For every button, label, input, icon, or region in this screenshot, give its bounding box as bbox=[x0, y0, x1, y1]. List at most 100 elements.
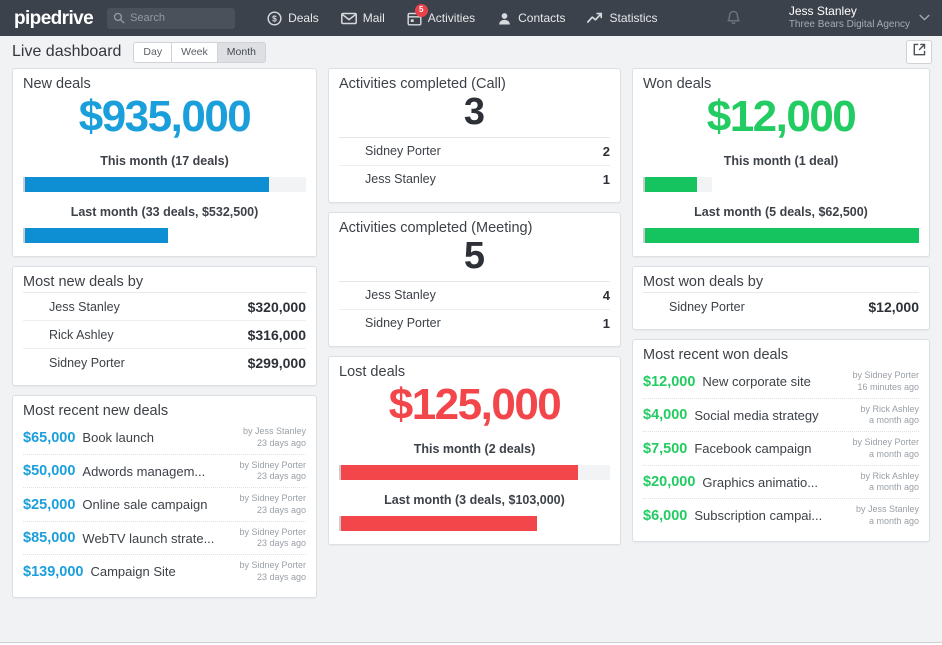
deal-amount: $20,000 bbox=[643, 474, 695, 490]
mail-envelope-icon bbox=[341, 12, 357, 25]
nav-links: $ Deals Mail 5 Activities bbox=[257, 7, 667, 30]
expand-external-link-icon bbox=[913, 43, 926, 61]
card-title: Won deals bbox=[643, 76, 919, 92]
list-item[interactable]: $139,000 Campaign Site by Sidney Porter … bbox=[23, 555, 306, 588]
search-input[interactable]: Search bbox=[107, 8, 235, 29]
people-list: Sidney Porter $12,000 bbox=[643, 292, 919, 320]
lost-deals-this-label: This month (2 deals) bbox=[339, 442, 610, 456]
range-week[interactable]: Week bbox=[172, 43, 218, 62]
range-day[interactable]: Day bbox=[134, 43, 172, 62]
deal-amount: $65,000 bbox=[23, 430, 75, 446]
deals-dollar-icon: $ bbox=[267, 11, 282, 26]
avatar bbox=[339, 170, 358, 189]
deal-meta: by Sidney Porter a month ago bbox=[852, 437, 919, 460]
person-value: $299,000 bbox=[248, 355, 306, 371]
person-name: Sidney Porter bbox=[365, 144, 595, 158]
deal-time: 23 days ago bbox=[239, 505, 306, 516]
deal-meta: by Sidney Porter 23 days ago bbox=[239, 560, 306, 583]
nav-item-mail[interactable]: Mail bbox=[331, 7, 395, 29]
list-item[interactable]: $65,000 Book launch by Jess Stanley 23 d… bbox=[23, 421, 306, 455]
expand-dashboard-button[interactable] bbox=[906, 40, 932, 64]
list-item[interactable]: Jess Stanley $320,000 bbox=[23, 293, 306, 321]
avatar bbox=[339, 286, 358, 305]
deal-meta: by Sidney Porter 23 days ago bbox=[239, 493, 306, 516]
deal-amount: $6,000 bbox=[643, 508, 687, 524]
card-won-deals[interactable]: Won deals $12,000 This month (1 deal) La… bbox=[632, 68, 930, 257]
lost-deals-last-label: Last month (3 deals, $103,000) bbox=[339, 493, 610, 507]
person-value: 1 bbox=[603, 172, 610, 187]
deal-meta: by Jess Stanley 23 days ago bbox=[243, 426, 306, 449]
card-lost-deals[interactable]: Lost deals $125,000 This month (2 deals)… bbox=[328, 356, 621, 545]
pipedrive-app: pipedrive Search $ Deals Mail bbox=[0, 0, 942, 645]
list-item[interactable]: Sidney Porter $299,000 bbox=[23, 349, 306, 376]
nav-label-deals: Deals bbox=[288, 11, 319, 25]
list-item[interactable]: Jess Stanley 4 bbox=[339, 282, 610, 310]
list-item[interactable]: $20,000 Graphics animatio... by Rick Ash… bbox=[643, 466, 919, 500]
card-activities-meeting[interactable]: Activities completed (Meeting) 5 Jess St… bbox=[328, 212, 621, 347]
list-item[interactable]: $4,000 Social media strategy by Rick Ash… bbox=[643, 399, 919, 433]
range-month[interactable]: Month bbox=[218, 43, 265, 62]
deal-author: by Jess Stanley bbox=[856, 504, 919, 515]
nav-label-mail: Mail bbox=[363, 11, 385, 25]
deal-author: by Sidney Porter bbox=[239, 460, 306, 471]
card-most-won-deals-by[interactable]: Most won deals by Sidney Porter $12,000 bbox=[632, 266, 930, 330]
deal-meta: by Sidney Porter 23 days ago bbox=[239, 460, 306, 483]
list-item[interactable]: $6,000 Subscription campai... by Jess St… bbox=[643, 499, 919, 532]
avatar bbox=[757, 5, 782, 30]
deal-amount: $7,500 bbox=[643, 441, 687, 457]
list-item[interactable]: Rick Ashley $316,000 bbox=[23, 321, 306, 349]
list-item[interactable]: Sidney Porter $12,000 bbox=[643, 293, 919, 320]
nav-item-contacts[interactable]: Contacts bbox=[487, 7, 575, 30]
new-deals-last-bar bbox=[23, 228, 306, 243]
deal-time: a month ago bbox=[856, 516, 919, 527]
svg-text:$: $ bbox=[272, 13, 277, 23]
user-menu[interactable]: Jess Stanley Three Bears Digital Agency bbox=[757, 5, 932, 30]
new-deals-value: $935,000 bbox=[23, 92, 306, 141]
list-item[interactable]: $7,500 Facebook campaign by Sidney Porte… bbox=[643, 432, 919, 466]
card-most-recent-new-deals[interactable]: Most recent new deals $65,000 Book launc… bbox=[12, 395, 317, 598]
list-item[interactable]: Sidney Porter 2 bbox=[339, 138, 610, 166]
deal-title: Book launch bbox=[82, 430, 237, 445]
won-deals-this-label: This month (1 deal) bbox=[643, 154, 919, 168]
deal-author: by Sidney Porter bbox=[239, 527, 306, 538]
pipedrive-logo[interactable]: pipedrive bbox=[14, 9, 93, 28]
deal-author: by Sidney Porter bbox=[239, 560, 306, 571]
nav-item-deals[interactable]: $ Deals bbox=[257, 7, 329, 30]
won-deals-last-bar bbox=[643, 228, 919, 243]
deal-amount: $139,000 bbox=[23, 564, 83, 580]
person-value: 2 bbox=[603, 144, 610, 159]
deal-title: Online sale campaign bbox=[82, 497, 233, 512]
avatar bbox=[23, 325, 42, 344]
card-title: New deals bbox=[23, 76, 306, 92]
person-name: Rick Ashley bbox=[49, 328, 240, 342]
card-most-recent-won-deals[interactable]: Most recent won deals $12,000 New corpor… bbox=[632, 339, 930, 542]
list-item[interactable]: $25,000 Online sale campaign by Sidney P… bbox=[23, 488, 306, 522]
person-icon bbox=[497, 11, 512, 26]
deal-meta: by Sidney Porter 16 minutes ago bbox=[852, 370, 919, 393]
deal-author: by Sidney Porter bbox=[852, 437, 919, 448]
nav-item-statistics[interactable]: Statistics bbox=[577, 7, 667, 29]
person-value: $12,000 bbox=[868, 299, 919, 315]
deal-meta: by Jess Stanley a month ago bbox=[856, 504, 919, 527]
list-item[interactable]: $50,000 Adwords managem... by Sidney Por… bbox=[23, 455, 306, 489]
card-most-new-deals-by[interactable]: Most new deals by Jess Stanley $320,000 … bbox=[12, 266, 317, 386]
list-item[interactable]: Jess Stanley 1 bbox=[339, 166, 610, 193]
won-deals-this-bar bbox=[643, 177, 919, 192]
notification-bell-icon[interactable] bbox=[720, 8, 747, 28]
list-item[interactable]: $12,000 New corporate site by Sidney Por… bbox=[643, 365, 919, 399]
deal-title: Adwords managem... bbox=[82, 464, 233, 479]
nav-item-activities[interactable]: 5 Activities bbox=[397, 7, 485, 30]
calendar-icon: 5 bbox=[407, 11, 422, 26]
person-value: 4 bbox=[603, 288, 610, 303]
card-activities-call[interactable]: Activities completed (Call) 3 Sidney Por… bbox=[328, 68, 621, 203]
card-new-deals[interactable]: New deals $935,000 This month (17 deals)… bbox=[12, 68, 317, 257]
list-item[interactable]: $85,000 WebTV launch strate... by Sidney… bbox=[23, 522, 306, 556]
deal-time: 23 days ago bbox=[239, 572, 306, 583]
activities-call-count: 3 bbox=[339, 92, 610, 134]
list-item[interactable]: Sidney Porter 1 bbox=[339, 310, 610, 337]
deal-amount: $25,000 bbox=[23, 497, 75, 513]
card-title: Most won deals by bbox=[643, 274, 919, 290]
column-left: New deals $935,000 This month (17 deals)… bbox=[12, 68, 317, 598]
people-list: Sidney Porter 2 Jess Stanley 1 bbox=[339, 137, 610, 193]
person-value: $320,000 bbox=[248, 299, 306, 315]
